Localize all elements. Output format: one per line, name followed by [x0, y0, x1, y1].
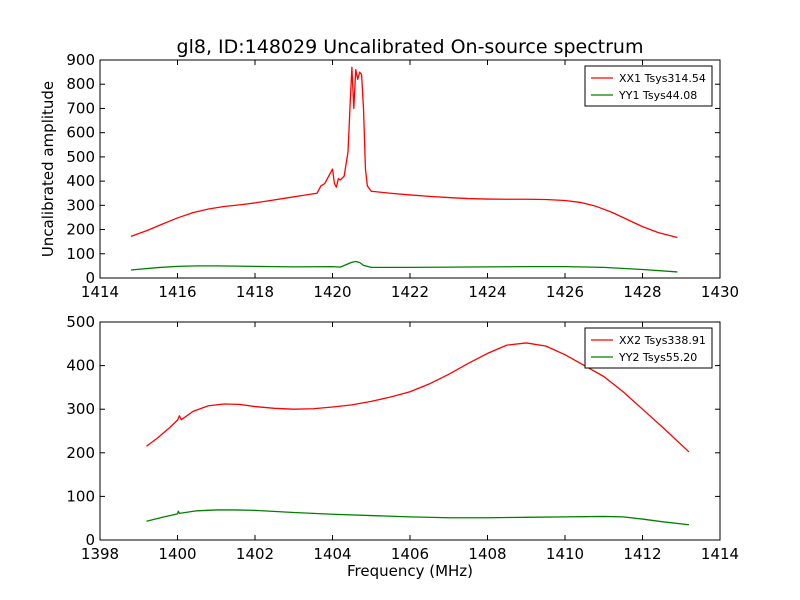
x-tick-label: 1410	[546, 545, 584, 563]
series-line-xx1	[130, 66, 678, 239]
y-tick-label: 900	[66, 51, 95, 69]
x-tick-label: 1418	[236, 283, 274, 301]
x-tick-label: 1420	[313, 283, 351, 301]
legend-entry: YY1 Tsys44.08	[618, 89, 697, 102]
legend: XX1 Tsys314.54 YY1 Tsys44.08	[584, 65, 713, 107]
x-tick-label: 1400	[158, 545, 196, 563]
figure-title: gl8, ID:148029 Uncalibrated On-source sp…	[177, 36, 644, 58]
x-tick-label: 1402	[236, 545, 274, 563]
y-axis-label: Uncalibrated amplitude	[39, 81, 57, 257]
legend-entry: YY2 Tsys55.20	[618, 351, 697, 364]
y-tick-label: 400	[66, 357, 95, 375]
y-tick-label: 500	[66, 313, 95, 331]
y-tick-label: 200	[66, 221, 95, 239]
x-tick-label: 1416	[158, 283, 196, 301]
legend-entry: XX2 Tsys338.91	[619, 334, 706, 347]
y-tick-label: 700	[66, 99, 95, 117]
y-tick-label: 400	[66, 172, 95, 190]
legend-box	[584, 327, 713, 369]
legend-box	[584, 65, 713, 107]
x-tick-label: 1404	[313, 545, 351, 563]
y-tick-label: 300	[66, 196, 95, 214]
series-line-yy2	[146, 509, 690, 526]
series-line-yy1	[130, 260, 678, 273]
y-tick-label: 500	[66, 148, 95, 166]
y-tick-label: 600	[66, 124, 95, 142]
x-tick-label: 1408	[468, 545, 506, 563]
y-tick-label: 0	[85, 269, 95, 287]
x-tick-label: 1424	[468, 283, 506, 301]
y-tick-label: 200	[66, 444, 95, 462]
y-tick-label: 800	[66, 75, 95, 93]
legend-entry: XX1 Tsys314.54	[619, 72, 706, 85]
panel-bottom: 1398 1400 1402 1404 1406 1408 1410 1412 1414 0 100…	[66, 313, 739, 580]
x-axis-label: Frequency (MHz)	[347, 562, 473, 580]
x-tick-label: 1426	[546, 283, 584, 301]
x-tick-label: 1406	[391, 545, 429, 563]
y-tick-label: 100	[66, 487, 95, 505]
series-line-xx2	[146, 342, 690, 453]
y-tick-label: 100	[66, 245, 95, 263]
y-tick-label: 0	[85, 531, 95, 549]
x-tick-label: 1414	[701, 545, 739, 563]
x-tick-label: 1398	[81, 545, 119, 563]
x-tick-label: 1422	[391, 283, 429, 301]
panel-top: 1414 1416 1418 1420 1422 1424 1426 1428 1430 0 100…	[39, 51, 739, 301]
x-tick-label: 1412	[623, 545, 661, 563]
x-tick-label: 1414	[81, 283, 119, 301]
x-tick-label: 1430	[701, 283, 739, 301]
x-tick-label: 1428	[623, 283, 661, 301]
y-tick-label: 300	[66, 400, 95, 418]
legend: XX2 Tsys338.91 YY2 Tsys55.20	[584, 327, 713, 369]
